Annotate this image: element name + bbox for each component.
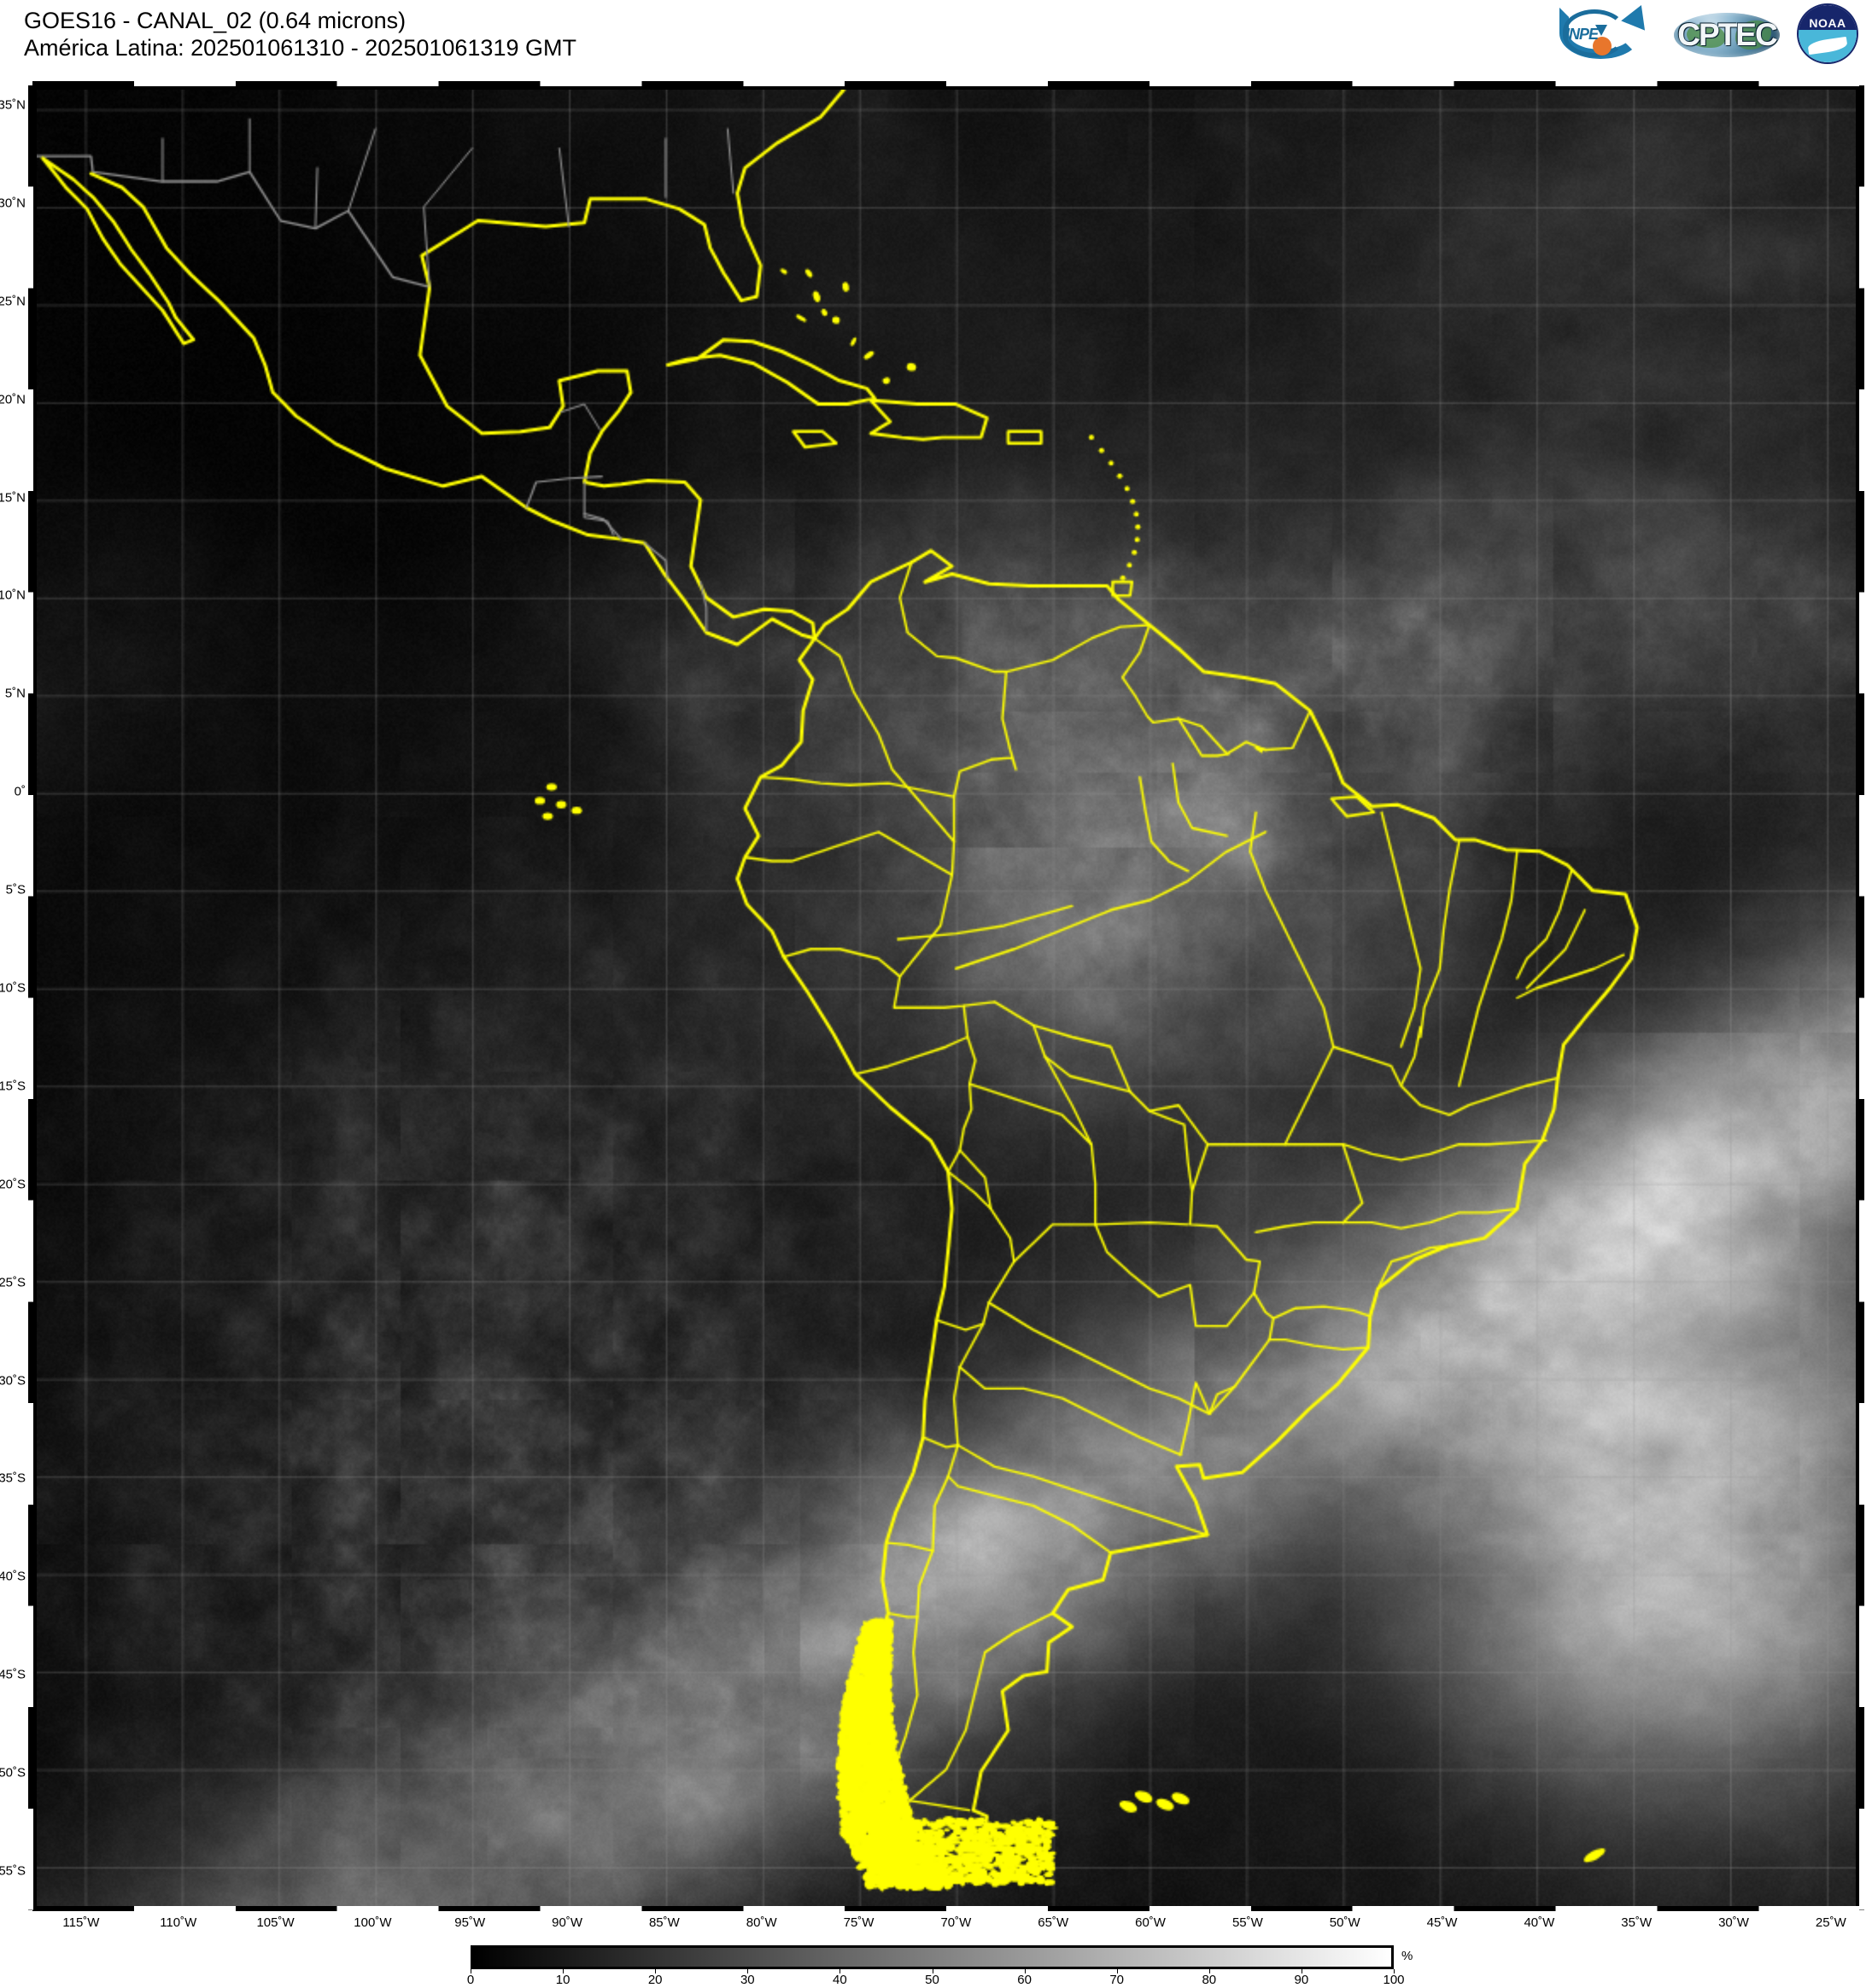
colorbar-tick-label: 10 [555,1973,570,1987]
lon-tick-label: 115˚W [62,1915,100,1930]
map-frame-left-ticks [28,85,33,1910]
colorbar-tick-label: 70 [1109,1973,1125,1987]
colorbar-tick [747,1969,749,1973]
lat-tick-label: 45˚S [0,1667,26,1682]
lon-tick-label: 65˚W [1038,1915,1069,1930]
lat-tick-label: 25˚N [0,294,26,309]
lon-tick-label: 110˚W [160,1915,197,1930]
colorbar-tick [563,1969,565,1973]
map-frame-bottom-ticks [32,1906,1860,1911]
inpe-logo-text: INPE [1565,26,1599,43]
lat-tick-label: 20˚N [0,392,26,407]
inpe-ring-icon [1563,9,1626,57]
lat-tick-label: 30˚S [0,1373,26,1389]
header: GOES16 - CANAL_02 (0.64 microns) América… [0,0,1872,67]
colorbar-unit-label: % [1401,1949,1413,1963]
map-frame [32,85,1860,1910]
colorbar: % 0 10 20 30 40 50 60 70 80 90 100 [467,1945,1413,1987]
lon-tick-label: 70˚W [940,1915,972,1930]
title-block: GOES16 - CANAL_02 (0.64 microns) América… [24,7,576,61]
lat-tick-label: 10˚N [0,588,26,603]
colorbar-tick-label: 100 [1383,1973,1405,1987]
lon-tick-label: 30˚W [1718,1915,1749,1930]
page-title: GOES16 - CANAL_02 (0.64 microns) [24,8,407,33]
colorbar-tick [1116,1969,1118,1973]
colorbar-tick-label: 60 [1017,1973,1032,1987]
noaa-seal-upper [1799,5,1857,34]
colorbar-tick [839,1969,841,1973]
map-frame-right-ticks [1859,85,1864,1910]
colorbar-tick-label: 0 [466,1973,475,1987]
lon-tick-label: 105˚W [256,1915,295,1930]
inpe-logo: INPE [1558,0,1658,64]
latitude-axis: 35˚N 30˚N 25˚N 20˚N 15˚N 10˚N 5˚N 0˚ 5˚S 10˚S 15˚S… [0,0,29,1988]
lon-tick-label: 95˚W [454,1915,486,1930]
lon-tick-label: 80˚W [746,1915,777,1930]
lon-tick-label: 35˚W [1621,1915,1653,1930]
noaa-logo: NOAA [1795,3,1862,64]
lat-tick-label: 0˚ [14,784,26,799]
cptec-logo: CPTEC [1672,3,1781,64]
noaa-logo-text: NOAA [1809,16,1846,31]
noaa-seal-icon: NOAA [1797,3,1858,64]
lat-tick-label: 35˚N [0,97,26,113]
lat-tick-label: 55˚S [0,1863,26,1879]
lat-tick-label: 25˚S [0,1275,26,1290]
satellite-raster [37,90,1856,1906]
page-subtitle: América Latina: 202501061310 - 202501061… [24,35,576,61]
colorbar-tick-label: 40 [833,1973,847,1987]
map-frame-top-ticks [32,81,1860,86]
lon-tick-label: 45˚W [1426,1915,1458,1930]
lon-tick-label: 50˚W [1329,1915,1360,1930]
logo-strip: INPE CPTEC NOAA [1558,0,1862,65]
inpe-small-arrow-icon [1595,25,1607,36]
colorbar-tick [655,1969,657,1973]
lon-tick-label: 100˚W [354,1915,392,1930]
lat-tick-label: 5˚S [5,882,26,898]
colorbar-tick-label: 80 [1202,1973,1217,1987]
lat-tick-label: 5˚N [4,686,26,701]
colorbar-tick [1394,1969,1395,1973]
inpe-dot-icon [1593,37,1612,56]
cptec-globe-icon [1674,13,1780,57]
lat-tick-label: 10˚S [0,980,26,996]
lat-tick-label: 50˚S [0,1765,26,1780]
colorbar-gradient [471,1945,1394,1969]
colorbar-tick-label: 50 [925,1973,939,1987]
lat-tick-label: 15˚N [0,490,26,506]
lon-tick-label: 75˚W [843,1915,875,1930]
lon-tick-label: 55˚W [1231,1915,1263,1930]
lat-tick-label: 15˚S [0,1079,26,1094]
lat-tick-label: 30˚N [0,196,26,211]
colorbar-tick [1024,1969,1026,1973]
colorbar-tick-label: 20 [647,1973,663,1987]
lon-tick-label: 60˚W [1135,1915,1166,1930]
satellite-image-map [32,85,1860,1910]
lon-tick-label: 90˚W [552,1915,582,1930]
colorbar-tick-label: 30 [740,1973,755,1987]
lon-tick-label: 85˚W [648,1915,680,1930]
colorbar-tick-label: 90 [1294,1973,1309,1987]
lon-tick-label: 40˚W [1524,1915,1555,1930]
cptec-continent-shape [1686,24,1725,49]
lat-tick-label: 40˚S [0,1569,26,1584]
lon-tick-label: 25˚W [1815,1915,1846,1930]
lat-tick-label: 35˚S [0,1471,26,1486]
lat-tick-label: 20˚S [0,1177,26,1192]
cptec-logo-text: CPTEC [1677,17,1777,52]
colorbar-tick [1208,1969,1210,1973]
